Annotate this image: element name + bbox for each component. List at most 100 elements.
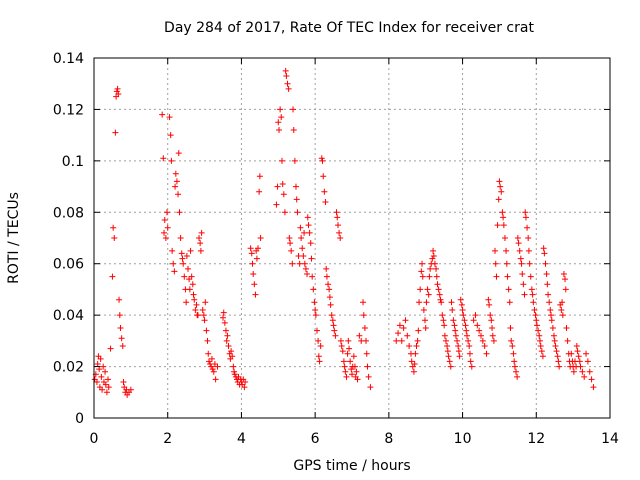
data-point — [570, 368, 577, 375]
data-point — [479, 337, 486, 344]
data-point — [301, 260, 308, 267]
data-point — [364, 363, 371, 370]
data-point — [306, 229, 313, 236]
data-point — [273, 201, 280, 208]
data-point — [248, 250, 255, 257]
x-tick-label: 6 — [311, 431, 320, 447]
x-tick-label: 12 — [527, 431, 545, 447]
data-point — [412, 350, 419, 357]
data-point — [568, 350, 575, 357]
data-point — [112, 129, 119, 136]
data-point — [516, 247, 523, 254]
data-point — [466, 350, 473, 357]
data-point — [297, 224, 304, 231]
data-point — [481, 343, 488, 349]
data-point — [562, 286, 569, 293]
data-point — [487, 312, 494, 319]
data-point — [562, 276, 569, 283]
data-point — [354, 376, 361, 383]
data-point — [579, 368, 586, 375]
data-point — [119, 343, 126, 349]
data-point — [275, 119, 282, 126]
data-point — [497, 183, 504, 190]
data-point — [363, 350, 370, 357]
data-point — [527, 273, 534, 280]
data-point — [438, 299, 445, 306]
data-point — [337, 337, 344, 344]
data-point — [109, 273, 116, 280]
data-point — [495, 196, 502, 203]
data-point — [116, 296, 123, 303]
data-point — [255, 245, 262, 252]
data-point — [241, 384, 248, 391]
data-point — [304, 271, 311, 277]
data-point — [316, 358, 323, 365]
data-point — [466, 343, 473, 349]
data-point — [537, 343, 544, 349]
data-point — [115, 91, 122, 97]
data-point — [402, 317, 409, 324]
data-point — [274, 183, 281, 190]
data-point — [337, 235, 344, 241]
data-point — [190, 291, 197, 298]
data-point — [341, 363, 348, 370]
data-point — [344, 350, 351, 357]
data-point — [194, 312, 201, 319]
data-point — [308, 255, 315, 262]
data-point — [247, 245, 254, 252]
data-point — [451, 322, 458, 329]
data-point — [411, 361, 418, 367]
data-point — [564, 337, 571, 344]
data-point — [326, 286, 333, 293]
data-point — [197, 240, 204, 247]
data-point — [465, 337, 472, 344]
data-point — [396, 322, 403, 329]
data-point — [222, 327, 229, 334]
data-point — [490, 337, 497, 344]
data-point — [413, 343, 420, 349]
data-point — [510, 350, 517, 357]
data-point — [549, 325, 556, 331]
data-point — [338, 343, 345, 349]
data-point — [257, 235, 264, 241]
data-point — [560, 271, 567, 277]
data-point — [546, 299, 553, 306]
data-point — [292, 183, 299, 190]
data-point — [415, 327, 422, 334]
y-tick-label: 0.08 — [53, 205, 84, 221]
data-point — [288, 247, 295, 254]
data-point — [450, 317, 457, 324]
data-point — [167, 132, 174, 139]
data-point — [289, 260, 296, 267]
data-point — [175, 191, 182, 198]
data-point — [166, 114, 173, 121]
data-point — [300, 253, 307, 259]
data-point — [296, 260, 303, 267]
data-point — [540, 245, 547, 252]
data-point — [279, 181, 286, 187]
data-point — [459, 307, 466, 313]
data-point — [406, 343, 413, 349]
data-point — [307, 240, 314, 247]
plot-frame — [93, 57, 611, 419]
data-point — [440, 317, 447, 324]
data-point — [278, 157, 285, 164]
data-point — [398, 337, 405, 344]
data-point — [103, 389, 110, 396]
data-point — [93, 379, 100, 385]
data-point — [311, 299, 318, 306]
data-point — [367, 384, 374, 391]
data-point — [171, 268, 178, 275]
data-point — [581, 373, 588, 380]
data-point — [321, 188, 328, 195]
data-point — [433, 265, 440, 272]
data-point — [161, 217, 168, 223]
data-point — [444, 348, 451, 355]
data-point — [200, 312, 207, 319]
data-point — [178, 250, 185, 257]
data-point — [536, 337, 543, 344]
data-point — [188, 273, 195, 280]
data-point — [539, 353, 546, 360]
data-point — [423, 299, 430, 306]
data-point — [348, 366, 355, 373]
